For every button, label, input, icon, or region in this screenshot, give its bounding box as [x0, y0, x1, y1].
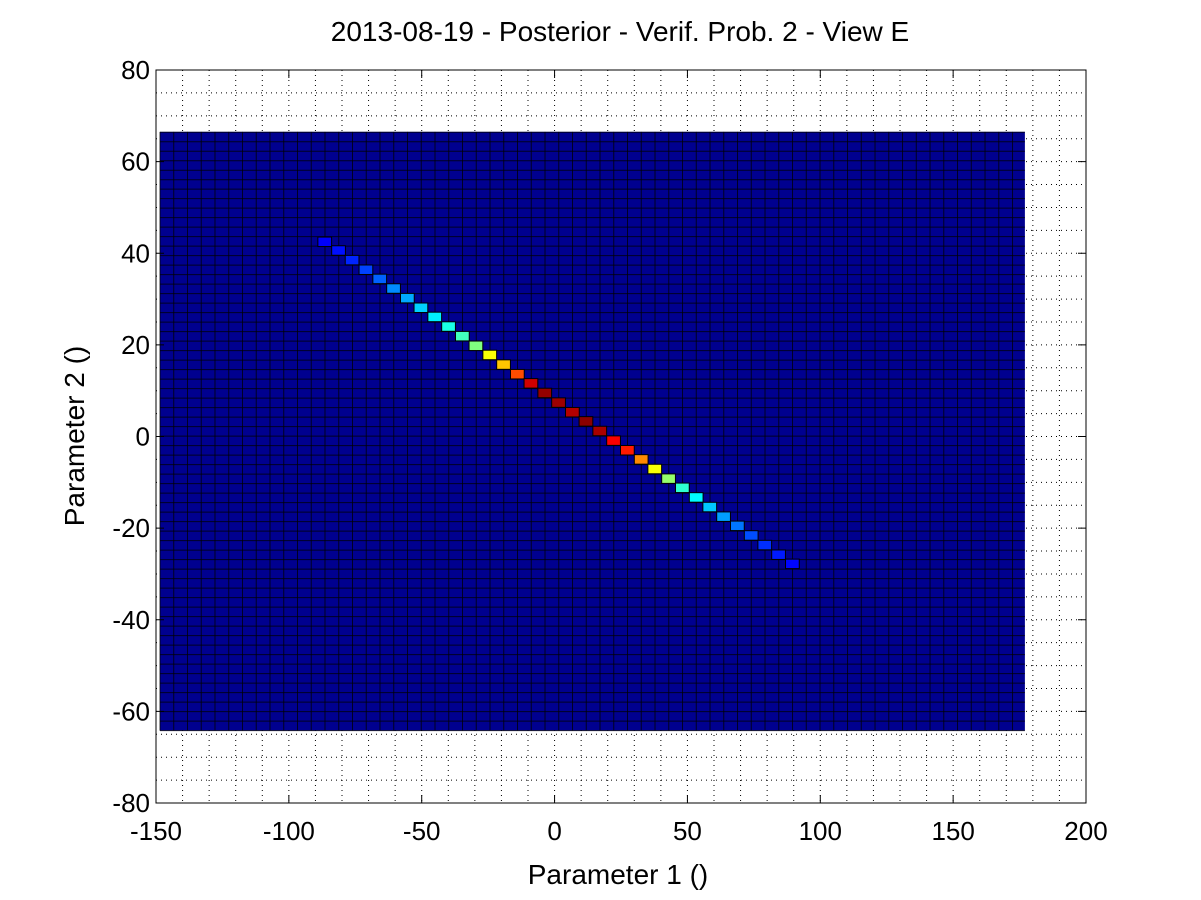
heatmap-cell: [620, 444, 635, 456]
heatmap-cell: [386, 283, 401, 294]
heatmap-cell: [661, 473, 676, 484]
heatmap-cell: [551, 397, 566, 408]
x-tick-label: -150: [130, 816, 182, 846]
y-tick-label: -60: [112, 696, 150, 726]
chart-title: 2013-08-19 - Posterior - Verif. Prob. 2 …: [331, 16, 909, 47]
heatmap-cell: [413, 302, 429, 314]
heatmap-cell: [564, 406, 580, 418]
y-tick-label: -40: [112, 605, 150, 635]
heatmap-cell: [509, 368, 525, 380]
x-tick-label: 0: [547, 816, 561, 846]
heatmap-cell: [441, 321, 456, 332]
heatmap-ridge: [317, 236, 800, 570]
heatmap-cell: [730, 520, 745, 532]
y-tick-label: 20: [121, 330, 150, 360]
heatmap-cell: [372, 273, 388, 285]
heatmap-cell: [468, 340, 484, 352]
y-tick-label: 0: [136, 422, 150, 452]
heatmap-cell: [523, 378, 539, 389]
y-axis-label: Parameter 2 (): [59, 346, 90, 527]
heatmap-cell: [592, 425, 608, 437]
heatmap-cell: [482, 349, 498, 361]
heatmap-cell: [771, 549, 786, 560]
y-tick-label: 60: [121, 147, 150, 177]
y-tick-label: 80: [121, 55, 150, 85]
y-tick-label: 40: [121, 238, 150, 268]
heatmap-cell: [675, 482, 690, 494]
x-axis-ticks: -150 -100 -50 0 50 100 150 200: [130, 70, 1108, 846]
heatmap-cell: [331, 245, 346, 256]
x-tick-label: 200: [1064, 816, 1107, 846]
x-tick-label: 100: [799, 816, 842, 846]
heatmap-cell: [743, 530, 759, 541]
heatmap-cell: [688, 492, 704, 503]
heatmap-cell: [606, 435, 621, 446]
heatmap-cell: [757, 539, 773, 551]
heatmap-cell: [454, 330, 470, 342]
x-tick-label: 50: [673, 816, 702, 846]
heatmap-cell: [344, 254, 360, 266]
heatmap-cell: [537, 387, 553, 399]
y-axis-ticks: 80 60 40 20 0 -20 -40 -60 -80: [112, 55, 1086, 818]
heatmap-cell: [702, 501, 718, 513]
x-tick-label: -100: [263, 816, 315, 846]
x-axis-label: Parameter 1 (): [528, 859, 709, 890]
heatmap-cell: [317, 236, 333, 248]
heatmap-cell: [358, 264, 374, 275]
x-tick-label: -50: [403, 816, 441, 846]
heatmap-cell: [496, 359, 511, 370]
x-tick-label: 150: [931, 816, 974, 846]
heatmap-cell: [399, 292, 415, 304]
y-tick-label: -80: [112, 788, 150, 818]
heatmap-cell: [427, 311, 443, 323]
y-tick-label: -20: [112, 513, 150, 543]
heatmap-cell: [716, 511, 731, 522]
heatmap-cell: [647, 463, 663, 475]
heatmap-cell: [633, 454, 649, 465]
heatmap-cell: [785, 558, 800, 570]
heatmap-cell: [578, 416, 594, 427]
